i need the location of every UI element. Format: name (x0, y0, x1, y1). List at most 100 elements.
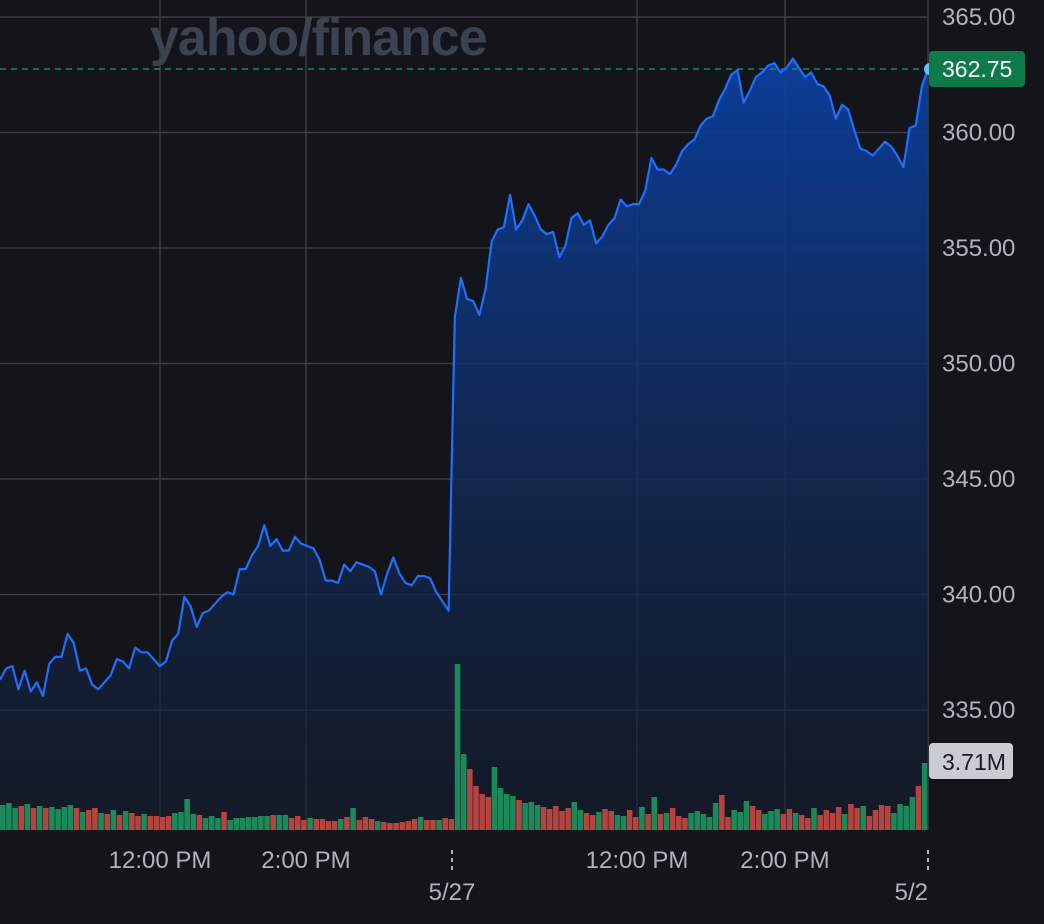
volume-bar (245, 817, 252, 830)
volume-bar (712, 803, 719, 830)
volume-bar (61, 807, 68, 830)
volume-bar (325, 821, 332, 830)
volume-bar (116, 815, 123, 830)
volume-bar (669, 808, 676, 830)
volume-bar (780, 814, 787, 830)
volume-bar (36, 806, 43, 830)
volume-bar (30, 808, 37, 830)
volume-bar (110, 810, 117, 830)
volume-bar (301, 820, 307, 830)
volume-bar (479, 794, 485, 830)
volume-bar (688, 813, 694, 830)
volume-bar (405, 821, 412, 830)
volume-bar (55, 809, 61, 830)
volume-bar (79, 812, 86, 830)
volume-bar (338, 819, 344, 830)
volume-bar (417, 817, 424, 830)
y-tick-label: 365.00 (942, 4, 1015, 31)
volume-bar (288, 818, 295, 830)
volume-bar (596, 812, 602, 830)
volume-bar (264, 816, 270, 830)
volume-bar (67, 805, 74, 830)
volume-bar (159, 817, 166, 830)
volume-bar (331, 821, 338, 830)
x-time-label: 12:00 PM (586, 847, 689, 874)
volume-bar (792, 813, 799, 830)
volume-bar (411, 819, 418, 830)
y-tick-label: 340.00 (942, 582, 1015, 609)
volume-bar (602, 809, 608, 830)
volume-bar (719, 795, 725, 830)
volume-bar (344, 817, 350, 830)
volume-bar (866, 816, 873, 830)
volume-bar (307, 818, 313, 830)
volume-bar (165, 816, 172, 830)
volume-bar (362, 817, 369, 830)
x-time-label: 12:00 PM (109, 847, 212, 874)
volume-bar (356, 820, 362, 830)
volume-bar (835, 807, 842, 830)
volume-bar (430, 820, 436, 830)
volume-bar (553, 806, 559, 830)
volume-bar (393, 823, 399, 830)
volume-bar (6, 803, 12, 830)
volume-bar (626, 810, 633, 830)
day-separator-tick (927, 866, 929, 870)
day-separator-tick (451, 866, 453, 870)
volume-bar (743, 801, 750, 830)
volume-bar (233, 818, 240, 830)
volume-bar (368, 819, 375, 830)
volume-bar (798, 815, 805, 830)
volume-bar (651, 797, 657, 830)
volume-bar (251, 817, 258, 830)
x-time-label: 2:00 PM (261, 847, 350, 874)
price-area-fill (0, 58, 928, 831)
volume-bar (448, 819, 455, 830)
volume-bar (381, 822, 387, 830)
volume-bar (872, 810, 879, 830)
volume-bar (921, 763, 928, 830)
volume-bar (805, 818, 811, 830)
volume-bar (589, 815, 596, 830)
volume-bar (276, 815, 283, 830)
y-tick-label: 350.00 (942, 351, 1015, 378)
volume-bar (817, 815, 823, 830)
volume-bar (528, 802, 535, 830)
volume-bar (706, 817, 713, 830)
volume-bar (12, 808, 18, 830)
volume-bar (178, 812, 184, 830)
volume-bar (516, 800, 522, 830)
volume-bar (620, 816, 627, 830)
volume-bar (374, 821, 381, 830)
volume-bar (633, 817, 639, 830)
y-axis: 365.00 360.00 355.00 350.00 345.00 340.00 335.… (942, 4, 1015, 724)
volume-bar (731, 810, 737, 830)
volume-bar (725, 817, 731, 830)
x-date-label: 5/2 (895, 879, 928, 906)
volume-bar (909, 797, 916, 830)
volume-bar (86, 810, 92, 830)
x-date-label: 5/27 (429, 879, 476, 906)
price-line (0, 57, 930, 698)
volume-bar (98, 813, 104, 830)
volume-bar (436, 820, 442, 830)
volume-bar (319, 819, 326, 830)
volume-bar (387, 823, 393, 830)
volume-bar (473, 786, 479, 830)
volume-bar (639, 807, 645, 830)
volume-bar (129, 813, 135, 830)
volume-bar (841, 814, 848, 830)
volume-bar (854, 808, 860, 830)
volume-bar (848, 804, 854, 830)
volume-bar (485, 797, 492, 830)
volume-bar (755, 810, 762, 830)
volume-bar (313, 819, 319, 830)
volume-bar (614, 815, 621, 830)
volume-bar (768, 811, 774, 830)
volume-bar (491, 767, 498, 830)
day-separator-tick (927, 858, 929, 862)
day-separator-tick (927, 850, 929, 854)
volume-bar (208, 816, 215, 830)
volume-bar (657, 814, 664, 830)
x-time-label: 2:00 PM (740, 847, 829, 874)
